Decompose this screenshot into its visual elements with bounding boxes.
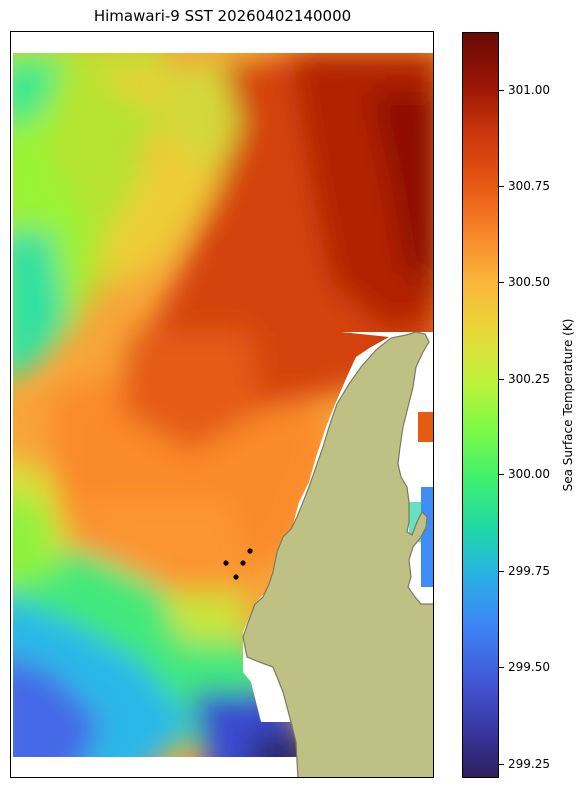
colorbar-tick: 300.00: [499, 467, 550, 481]
colorbar-label: Sea Surface Temperature (K): [561, 318, 575, 492]
station-marker: [247, 548, 253, 554]
sst-map-canvas: [13, 53, 433, 777]
colorbar-tick: 299.25: [499, 757, 550, 771]
colorbar-tick: 300.75: [499, 179, 550, 193]
colorbar-tick: 299.75: [499, 564, 550, 578]
station-marker: [233, 574, 239, 580]
sst-map: [10, 31, 434, 778]
station-marker: [240, 560, 246, 566]
colorbar-tick: 300.50: [499, 275, 550, 289]
colorbar-tick: 300.25: [499, 372, 550, 386]
colorbar-tick: 299.50: [499, 660, 550, 674]
colorbar-tick: 301.00: [499, 83, 550, 97]
sst-field: [13, 53, 433, 757]
colorbar: [462, 32, 499, 778]
map-title: Himawari-9 SST 20260402140000: [93, 7, 352, 25]
station-marker: [223, 560, 229, 566]
land-mass: [242, 331, 433, 777]
